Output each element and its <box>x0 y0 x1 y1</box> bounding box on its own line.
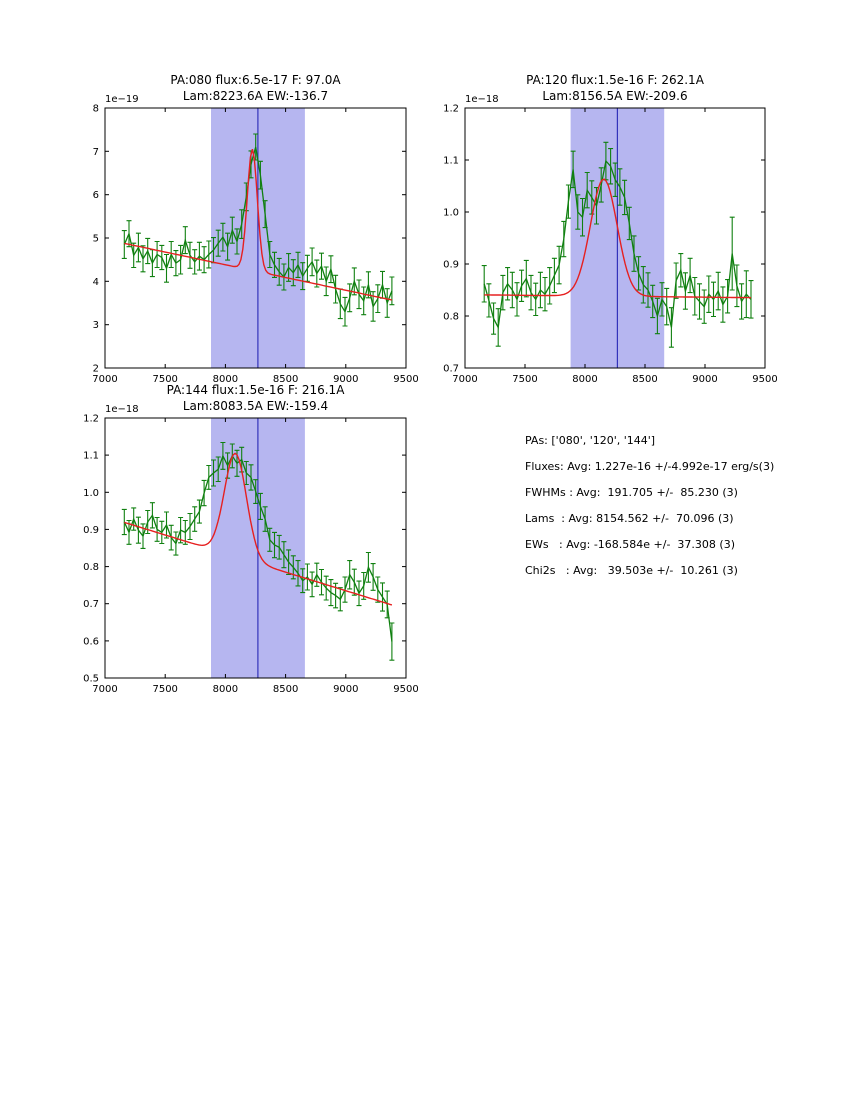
summary-line-fluxes: Fluxes: Avg: 1.227e-16 +/-4.992e-17 erg/… <box>525 460 775 473</box>
plot3-title-line2: Lam:8083.5A EW:-159.4 <box>182 399 329 413</box>
y-tick-label: 1.1 <box>83 451 99 462</box>
plot3-title: PA:144 flux:1.5e-16 F: 216.1A Lam:8083.5… <box>105 382 406 414</box>
plot1-offset-label: 1e−19 <box>105 94 139 105</box>
y-tick-label: 0.9 <box>443 260 459 271</box>
plot3-title-line1: PA:144 flux:1.5e-16 F: 216.1A <box>166 383 345 397</box>
x-tick-label: 7000 <box>92 684 117 695</box>
y-tick-label: 1.1 <box>443 156 459 167</box>
x-tick-label: 9500 <box>393 374 418 385</box>
y-tick-label: 0.7 <box>83 599 99 610</box>
spectrum-data-line <box>123 146 393 314</box>
x-tick-label: 8500 <box>273 684 298 695</box>
y-tick-label: 0.7 <box>443 364 459 375</box>
x-tick-label: 9000 <box>333 374 358 385</box>
x-tick-label: 8000 <box>572 374 597 385</box>
plot1-title-line2: Lam:8223.6A EW:-136.7 <box>182 89 329 103</box>
x-tick-label: 9500 <box>752 374 777 385</box>
axes-frame <box>464 107 766 369</box>
summary-line-chi2s: Chi2s : Avg: 39.503e +/- 10.261 (3) <box>525 564 738 577</box>
plot1-title: PA:080 flux:6.5e-17 F: 97.0A Lam:8223.6A… <box>105 72 406 104</box>
summary-line-lams: Lams : Avg: 8154.562 +/- 70.096 (3) <box>525 512 734 525</box>
x-tick-label: 7000 <box>92 374 117 385</box>
y-tick-label: 0.9 <box>83 525 99 536</box>
x-tick-label: 9000 <box>692 374 717 385</box>
summary-line-pas: PAs: ['080', '120', '144'] <box>525 434 656 447</box>
y-tick-label: 0.5 <box>83 674 99 685</box>
y-tick-label: 5 <box>93 234 99 245</box>
x-tick-label: 8000 <box>213 374 238 385</box>
y-tick-label: 2 <box>93 364 99 375</box>
spectrum-data-line <box>123 454 393 642</box>
x-tick-label: 8500 <box>273 374 298 385</box>
x-tick-label: 7500 <box>152 684 177 695</box>
x-tick-label: 9000 <box>333 684 358 695</box>
y-tick-label: 1.0 <box>83 488 99 499</box>
plot3-offset-label: 1e−18 <box>105 404 139 415</box>
spectrum-data-line <box>483 159 752 330</box>
plot2-offset-label: 1e−18 <box>465 94 499 105</box>
stats-summary-panel: PAs: ['080', '120', '144'] Fluxes: Avg: … <box>525 434 774 590</box>
y-tick-label: 8 <box>93 104 99 115</box>
x-tick-label: 8000 <box>213 684 238 695</box>
x-tick-label: 7000 <box>452 374 477 385</box>
y-tick-label: 6 <box>93 190 99 201</box>
spectrum-plot-pa080: 7000 7500 8000 8500 9000 9500 2 3 4 5 6 7 8 <box>92 104 418 386</box>
summary-line-ews: EWs : Avg: -168.584e +/- 37.308 (3) <box>525 538 735 551</box>
y-tick-label: 1.2 <box>443 104 459 115</box>
y-tick-label: 1.0 <box>443 208 459 219</box>
plot1-title-line1: PA:080 flux:6.5e-17 F: 97.0A <box>170 73 341 87</box>
x-tick-label: 9500 <box>393 684 418 695</box>
y-tick-label: 0.8 <box>443 312 459 323</box>
plot2-title-line1: PA:120 flux:1.5e-16 F: 262.1A <box>526 73 704 87</box>
gaussian-fit-line <box>124 452 393 606</box>
x-tick-label: 8500 <box>632 374 657 385</box>
spectrum-plot-pa120: 7000 7500 8000 8500 9000 9500 0.7 0.8 0.9 1.0 1.1 1… <box>443 104 777 386</box>
x-tick-label: 7500 <box>512 374 537 385</box>
y-tick-label: 0.8 <box>83 562 99 573</box>
gaussian-fit-line <box>124 149 393 301</box>
y-tick-label: 3 <box>93 320 99 331</box>
spectrum-plot-pa144: 7000 7500 8000 8500 9000 9500 0.5 0.6 0.7 0.8 0.9 1… <box>83 414 418 696</box>
plot2-title-line2: Lam:8156.5A EW:-209.6 <box>542 89 688 103</box>
y-tick-label: 7 <box>93 147 99 158</box>
summary-line-fwhms: FWHMs : Avg: 191.705 +/- 85.230 (3) <box>525 486 738 499</box>
axes-frame <box>104 417 407 679</box>
x-tick-label: 7500 <box>152 374 177 385</box>
plot2-title: PA:120 flux:1.5e-16 F: 262.1A Lam:8156.5… <box>465 72 765 104</box>
y-tick-label: 1.2 <box>83 414 99 425</box>
gaussian-fit-line <box>484 178 752 299</box>
y-tick-label: 0.6 <box>83 636 99 647</box>
y-tick-label: 4 <box>93 277 99 288</box>
